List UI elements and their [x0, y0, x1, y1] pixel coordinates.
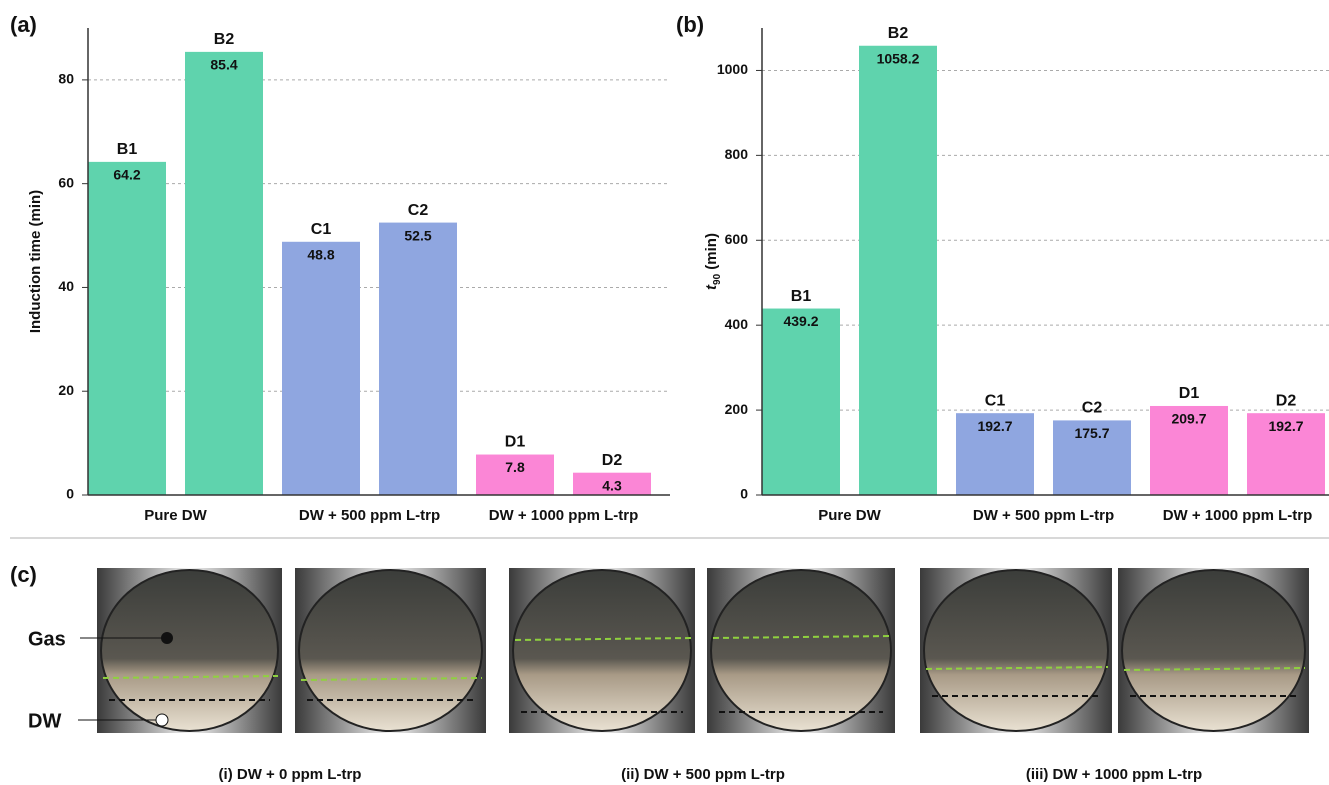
bar-category-label: C1: [311, 221, 332, 238]
y-tick-label: 0: [66, 486, 74, 502]
data-label: 48.8: [307, 246, 334, 262]
photo-cell: [101, 570, 278, 731]
figure: (a) 0 20 40 60 80 Induction time (min) B1 64.2 B2…: [0, 0, 1329, 785]
y-axis-label: Induction time (min): [27, 190, 44, 333]
annotation: DW: [28, 710, 61, 732]
y-tick-label: 600: [725, 231, 749, 247]
y-tick-label: 200: [725, 401, 749, 417]
photo-cell: [924, 570, 1108, 731]
y-tick-label: 40: [58, 278, 74, 294]
group-label: Pure DW: [818, 507, 881, 524]
bar-category-label: B2: [888, 25, 909, 42]
bar-category-label: D1: [505, 434, 526, 451]
leader-dot: [161, 632, 173, 644]
bar-category-label: B1: [117, 141, 138, 158]
group-label: DW + 500 ppm L-trp: [973, 507, 1114, 524]
caption: (ii) DW + 500 ppm L-trp: [621, 766, 785, 783]
bar: [762, 309, 840, 495]
photo-cell: [299, 570, 482, 731]
bar: [185, 52, 263, 495]
data-label: 192.7: [977, 418, 1012, 434]
caption: (iii) DW + 1000 ppm L-trp: [1026, 766, 1202, 783]
bar-category-label: C1: [985, 392, 1006, 409]
bar-category-label: D2: [1276, 392, 1297, 409]
photo-cell: [513, 570, 691, 731]
y-axis-label: t90 (min): [703, 233, 723, 290]
panel-label: (b): [676, 12, 704, 37]
data-label: 175.7: [1074, 425, 1109, 441]
bar-category-label: B2: [214, 31, 235, 48]
group-label: DW + 1000 ppm L-trp: [1163, 507, 1313, 524]
group-label: Pure DW: [144, 507, 207, 524]
bar: [379, 223, 457, 495]
bar-category-label: D2: [602, 452, 623, 469]
bar: [859, 46, 937, 495]
y-tick-label: 0: [740, 486, 748, 502]
bar: [282, 242, 360, 495]
data-label: 4.3: [602, 477, 622, 493]
y-tick-label: 80: [58, 71, 74, 87]
bar-category-label: C2: [1082, 400, 1103, 417]
photo-cell: [1122, 570, 1305, 731]
data-label: 52.5: [404, 227, 431, 243]
y-tick-label: 20: [58, 382, 74, 398]
caption: (i) DW + 0 ppm L-trp: [219, 766, 362, 783]
y-axis-label-part: (min): [703, 233, 720, 274]
y-tick-label: 1000: [717, 61, 748, 77]
data-label: 7.8: [505, 459, 525, 475]
panel-label: (a): [10, 12, 37, 37]
bar-category-label: D1: [1179, 385, 1200, 402]
y-tick-label: 60: [58, 174, 74, 190]
bar-category-label: B1: [791, 288, 812, 305]
photo-cell: [711, 570, 891, 731]
data-label: 209.7: [1171, 411, 1206, 427]
data-label: 64.2: [113, 167, 140, 183]
data-label: 439.2: [783, 313, 818, 329]
group-label: DW + 500 ppm L-trp: [299, 507, 440, 524]
data-label: 192.7: [1268, 418, 1303, 434]
panel-label: (c): [10, 562, 37, 587]
y-tick-label: 800: [725, 146, 749, 162]
bar: [88, 162, 166, 495]
group-label: DW + 1000 ppm L-trp: [489, 507, 639, 524]
data-label: 85.4: [210, 57, 237, 73]
y-tick-label: 400: [725, 316, 749, 332]
data-label: 1058.2: [877, 50, 920, 66]
bar-category-label: C2: [408, 202, 429, 219]
leader-dot: [156, 714, 168, 726]
annotation: Gas: [28, 628, 66, 650]
y-axis-label-part: 90: [712, 273, 723, 285]
